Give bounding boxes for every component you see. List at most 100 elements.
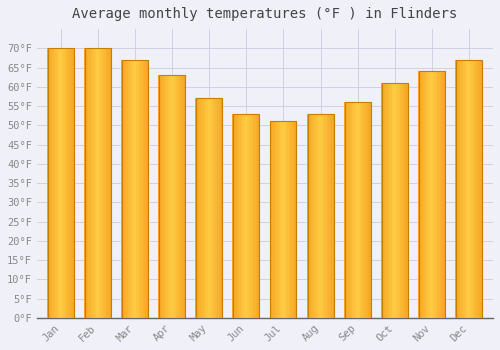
Bar	[166, 75, 168, 318]
Bar	[146, 60, 148, 318]
Bar	[103, 48, 105, 318]
Bar	[288, 121, 290, 318]
Bar	[400, 83, 402, 318]
Bar	[232, 114, 234, 318]
Bar	[66, 48, 68, 318]
Bar	[72, 48, 74, 318]
Bar	[407, 83, 408, 318]
Bar	[240, 114, 242, 318]
Bar	[324, 114, 326, 318]
Bar	[135, 60, 137, 318]
Bar	[254, 114, 256, 318]
Bar	[306, 114, 308, 318]
Bar	[354, 102, 355, 318]
Bar	[138, 60, 140, 318]
Bar	[86, 48, 87, 318]
Bar	[174, 75, 175, 318]
Bar	[244, 114, 246, 318]
Bar	[222, 98, 223, 318]
Bar	[196, 98, 222, 318]
Bar	[420, 71, 422, 318]
Bar	[464, 60, 466, 318]
Bar	[296, 121, 298, 318]
Bar	[70, 48, 72, 318]
Bar	[426, 71, 428, 318]
Bar	[282, 121, 284, 318]
Bar	[125, 60, 127, 318]
Bar	[258, 114, 260, 318]
Bar	[388, 83, 390, 318]
Bar	[283, 121, 285, 318]
Bar	[256, 114, 258, 318]
Bar	[430, 71, 432, 318]
Bar	[217, 98, 219, 318]
Bar	[440, 71, 442, 318]
Bar	[68, 48, 70, 318]
Bar	[349, 102, 351, 318]
Bar	[382, 83, 407, 318]
Title: Average monthly temperatures (°F ) in Flinders: Average monthly temperatures (°F ) in Fl…	[72, 7, 458, 21]
Bar	[209, 98, 211, 318]
Bar	[220, 98, 222, 318]
Bar	[424, 71, 426, 318]
Bar	[384, 83, 386, 318]
Bar	[60, 48, 62, 318]
Bar	[428, 71, 430, 318]
Bar	[278, 121, 280, 318]
Bar	[437, 71, 439, 318]
Bar	[392, 83, 394, 318]
Bar	[202, 98, 204, 318]
Bar	[406, 83, 407, 318]
Bar	[234, 114, 235, 318]
Bar	[418, 71, 420, 318]
Bar	[474, 60, 476, 318]
Bar	[121, 60, 123, 318]
Bar	[180, 75, 182, 318]
Bar	[345, 102, 347, 318]
Bar	[182, 75, 184, 318]
Bar	[326, 114, 328, 318]
Bar	[87, 48, 88, 318]
Bar	[134, 60, 136, 318]
Bar	[144, 60, 146, 318]
Bar	[385, 83, 387, 318]
Bar	[293, 121, 294, 318]
Bar	[216, 98, 218, 318]
Bar	[396, 83, 398, 318]
Bar	[280, 121, 282, 318]
Bar	[198, 98, 200, 318]
Bar	[196, 98, 198, 318]
Bar	[473, 60, 474, 318]
Bar	[276, 121, 278, 318]
Bar	[168, 75, 170, 318]
Bar	[456, 60, 458, 318]
Bar	[92, 48, 94, 318]
Bar	[308, 114, 334, 318]
Bar	[136, 60, 138, 318]
Bar	[160, 75, 162, 318]
Bar	[208, 98, 210, 318]
Bar	[64, 48, 66, 318]
Bar	[290, 121, 292, 318]
Bar	[481, 60, 483, 318]
Bar	[90, 48, 92, 318]
Bar	[442, 71, 444, 318]
Bar	[310, 114, 312, 318]
Bar	[69, 48, 71, 318]
Bar	[244, 114, 246, 318]
Bar	[316, 114, 318, 318]
Bar	[429, 71, 431, 318]
Bar	[436, 71, 438, 318]
Bar	[477, 60, 479, 318]
Bar	[441, 71, 443, 318]
Bar	[58, 48, 60, 318]
Bar	[350, 102, 352, 318]
Bar	[130, 60, 132, 318]
Bar	[364, 102, 366, 318]
Bar	[432, 71, 434, 318]
Bar	[106, 48, 108, 318]
Bar	[468, 60, 469, 318]
Bar	[274, 121, 276, 318]
Bar	[108, 48, 109, 318]
Bar	[462, 60, 464, 318]
